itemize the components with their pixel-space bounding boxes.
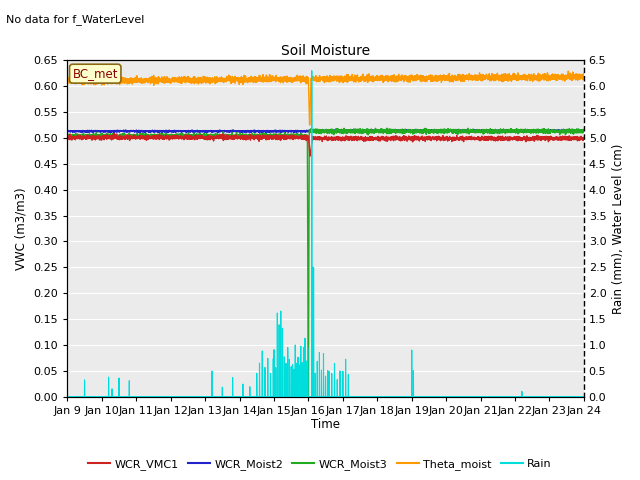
Y-axis label: Rain (mm), Water Level (cm): Rain (mm), Water Level (cm) (612, 144, 625, 313)
Title: Soil Moisture: Soil Moisture (281, 44, 370, 58)
Text: No data for f_WaterLevel: No data for f_WaterLevel (6, 14, 145, 25)
Legend: WCR_VMC1, WCR_Moist2, WCR_Moist3, Theta_moist, Rain: WCR_VMC1, WCR_Moist2, WCR_Moist3, Theta_… (84, 455, 556, 474)
Y-axis label: VWC (m3/m3): VWC (m3/m3) (15, 187, 28, 270)
Text: BC_met: BC_met (72, 67, 118, 80)
X-axis label: Time: Time (311, 419, 340, 432)
